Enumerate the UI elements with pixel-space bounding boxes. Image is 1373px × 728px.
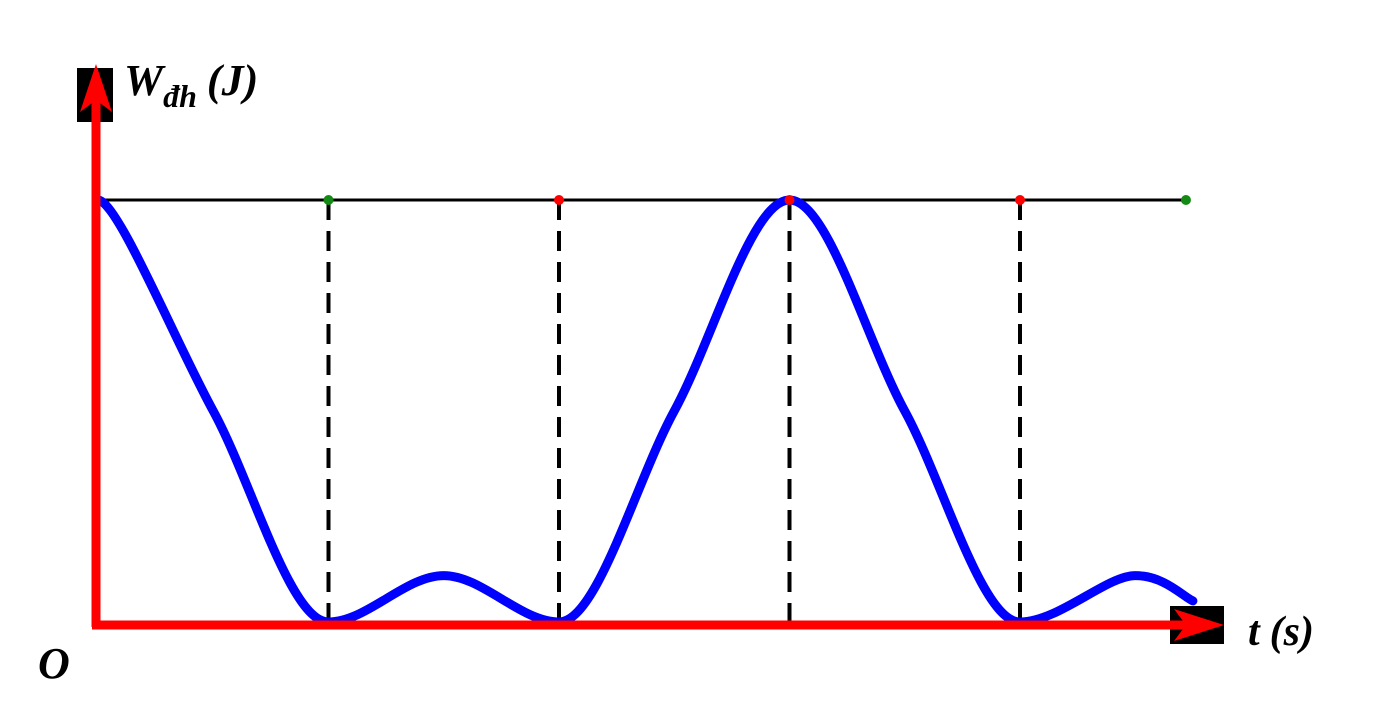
level-dot — [1015, 195, 1025, 205]
level-dot — [784, 195, 795, 205]
x-axis-label: t (s) — [1248, 609, 1314, 655]
energy-curve — [93, 195, 1198, 627]
level-dot — [554, 195, 564, 205]
vertical-markers — [326, 200, 1022, 622]
x-axis-label-unit: (s) — [1270, 609, 1314, 655]
y-axis-label-sub: đh — [163, 78, 197, 114]
x-axis-label-main: t — [1248, 609, 1261, 655]
level-dots — [323, 195, 1191, 205]
y-axis-label-main: W — [124, 56, 166, 105]
level-dot — [1180, 195, 1191, 205]
origin-label: O — [38, 639, 70, 688]
level-dot — [323, 195, 334, 205]
y-axis-arrowhead — [80, 64, 112, 112]
y-axis-label: Wđh (J) — [124, 56, 258, 114]
y-axis-label-unit: (J) — [207, 56, 258, 105]
x-axis-arrowhead — [1174, 609, 1224, 641]
